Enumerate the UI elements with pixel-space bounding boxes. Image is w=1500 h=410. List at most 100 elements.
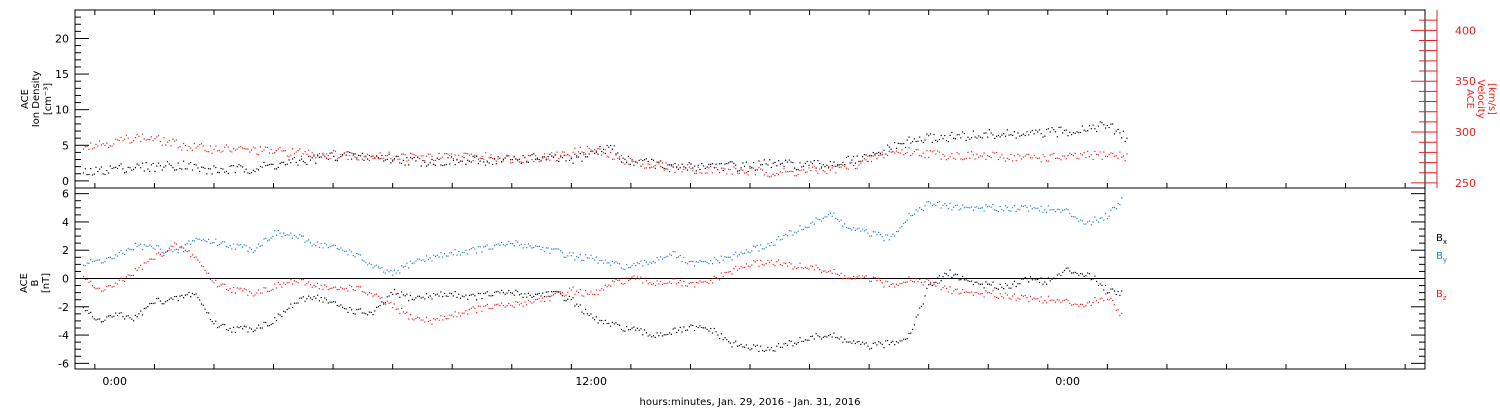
by-component-point xyxy=(883,240,885,242)
velocity-point xyxy=(1069,152,1071,154)
bz-component-point xyxy=(829,270,831,272)
bz-component-point xyxy=(722,276,724,278)
bz-component-point xyxy=(161,255,163,257)
velocity-point xyxy=(95,143,97,145)
bz-component-point xyxy=(1004,292,1007,294)
density-tick-label: 15 xyxy=(55,68,69,81)
by-component-point xyxy=(401,265,403,267)
by-component-point xyxy=(320,243,322,245)
bx-component-point xyxy=(347,311,349,313)
bx-component-point xyxy=(406,293,408,295)
bx-component-point xyxy=(447,295,449,297)
bz-component-point xyxy=(597,293,599,296)
velocity-point xyxy=(306,153,308,156)
velocity-point xyxy=(874,154,876,156)
velocity-point xyxy=(370,155,372,158)
ion-density-point xyxy=(1119,132,1121,134)
bx-component-point xyxy=(887,340,889,342)
velocity-point xyxy=(461,156,463,158)
ion-density-point xyxy=(987,136,989,138)
bz-component-point xyxy=(842,277,844,280)
velocity-point xyxy=(397,158,399,161)
ion-density-point xyxy=(218,172,220,174)
by-component-point xyxy=(499,244,501,246)
by-component-point xyxy=(1035,207,1037,209)
by-component-point xyxy=(179,247,181,249)
ion-density-point xyxy=(100,166,102,168)
bx-component-point xyxy=(122,316,124,318)
by-component-point xyxy=(647,263,649,265)
bx-component-point xyxy=(363,312,365,314)
bz-component-point xyxy=(274,283,276,285)
ion-density-point xyxy=(147,168,149,170)
velocity-point xyxy=(433,160,435,162)
by-component-point xyxy=(295,236,297,238)
ion-density-point xyxy=(829,161,831,163)
bz-component-point xyxy=(343,288,345,290)
by-component-point xyxy=(535,245,537,247)
velocity-point xyxy=(317,154,319,156)
ion-density-point xyxy=(906,139,908,141)
ion-density-point xyxy=(440,164,442,166)
ion-density-point xyxy=(926,133,928,135)
velocity-point xyxy=(967,151,969,153)
velocity-point xyxy=(106,142,108,144)
velocity-point xyxy=(265,146,267,148)
ion-density-point xyxy=(286,163,288,165)
velocity-point xyxy=(824,171,826,173)
ion-density-point xyxy=(599,146,601,148)
velocity-point xyxy=(872,155,874,157)
bz-component-point xyxy=(797,267,799,269)
bz-component-point xyxy=(976,291,978,293)
by-component-point xyxy=(213,242,215,244)
bz-component-point xyxy=(395,308,397,310)
velocity-point xyxy=(547,158,549,160)
velocity-point xyxy=(1058,158,1060,160)
velocity-point xyxy=(853,165,855,167)
bx-component-point xyxy=(506,292,508,294)
bx-component-point xyxy=(854,342,856,345)
velocity-point xyxy=(845,167,848,169)
velocity-point xyxy=(331,152,333,154)
by-component-point xyxy=(492,248,494,250)
by-component-point xyxy=(979,207,982,209)
by-component-point xyxy=(627,267,630,269)
bz-component-point xyxy=(145,262,147,264)
by-component-point xyxy=(894,235,896,237)
bz-component-point xyxy=(486,303,488,305)
velocity-point xyxy=(140,140,142,143)
by-component-point xyxy=(336,248,338,250)
by-component-point xyxy=(1096,219,1098,221)
ion-density-point xyxy=(815,167,817,169)
bz-component-point xyxy=(288,282,290,284)
bz-component-point xyxy=(1013,293,1015,295)
ion-density-point xyxy=(179,167,181,170)
velocity-point xyxy=(510,162,512,164)
bx-component-point xyxy=(152,302,154,305)
ion-density-point xyxy=(318,156,320,158)
by-component-point xyxy=(606,262,608,264)
ion-density-point xyxy=(1022,133,1024,135)
ion-density-point xyxy=(204,167,206,169)
bx-component-point xyxy=(159,300,161,302)
bz-component-point xyxy=(158,252,160,254)
bx-component-point xyxy=(778,343,780,345)
by-component-point xyxy=(313,243,315,245)
velocity-point xyxy=(558,157,560,160)
bz-component-point xyxy=(988,292,990,294)
bz-component-point xyxy=(710,279,712,282)
ion-density-point xyxy=(535,158,537,160)
bx-component-point xyxy=(379,305,381,307)
by-component-point xyxy=(293,235,295,237)
velocity-point xyxy=(442,156,444,158)
bx-component-point xyxy=(644,329,646,331)
by-component-point xyxy=(1047,205,1049,207)
by-component-point xyxy=(590,254,592,256)
bx-component-point xyxy=(418,295,421,297)
velocity-point xyxy=(738,172,740,174)
ion-density-point xyxy=(1069,131,1071,133)
bz-component-point xyxy=(874,277,876,279)
ion-density-point xyxy=(327,158,329,160)
bx-component-point xyxy=(829,334,831,336)
bz-component-point xyxy=(969,292,971,294)
